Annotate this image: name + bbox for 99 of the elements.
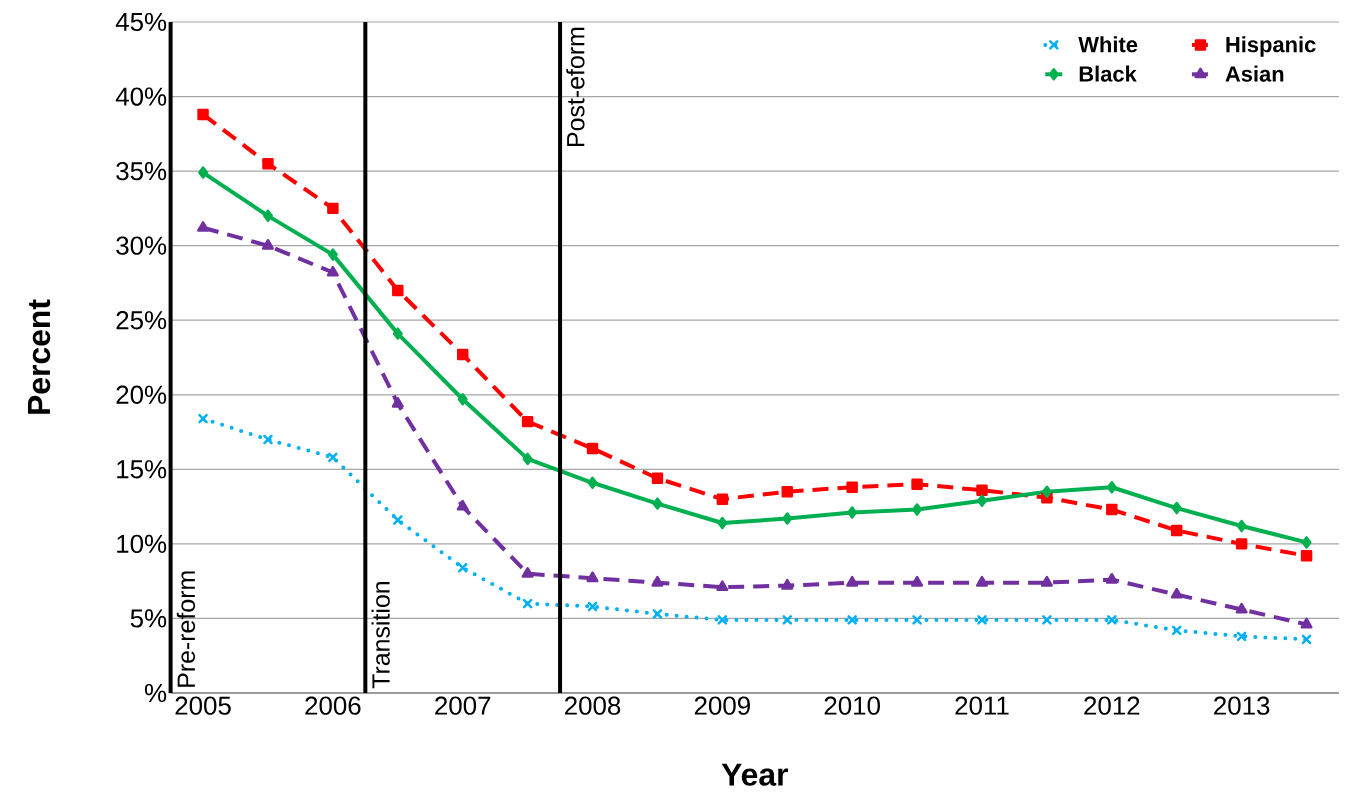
point: [782, 512, 793, 525]
x-tick-label: 2007: [435, 696, 491, 715]
y-tick-label: 5%: [130, 609, 167, 628]
legend-label: Black: [1079, 65, 1137, 82]
y-tick-label: 25%: [116, 311, 167, 330]
point: [261, 238, 274, 250]
point: [197, 221, 210, 232]
x-tick-label: 2010: [824, 696, 880, 715]
point: [652, 497, 663, 510]
point: [1301, 536, 1312, 549]
y-tick-label: 30%: [116, 236, 167, 255]
point: [263, 434, 273, 445]
point: [327, 202, 339, 215]
annotation: Transition: [371, 582, 390, 689]
point: [1236, 631, 1247, 642]
point: [1170, 587, 1183, 599]
x-axis-title: Year: [721, 763, 788, 786]
x-tick-label: 2013: [1214, 696, 1270, 715]
point: [198, 413, 208, 424]
point: [1300, 617, 1313, 629]
point: [392, 284, 404, 297]
point: [846, 481, 858, 493]
point: [1171, 625, 1182, 636]
point: [197, 108, 209, 121]
point: [262, 157, 274, 170]
point: [327, 248, 338, 261]
point: [328, 452, 338, 463]
point: [1107, 615, 1117, 625]
point: [587, 476, 598, 489]
point: [846, 575, 859, 587]
x-tick-label: 2006: [305, 696, 361, 715]
point: [1235, 538, 1248, 550]
x-tick-label: 2012: [1084, 696, 1140, 715]
point: [781, 578, 794, 590]
point: [847, 506, 858, 519]
legend-label: Asian: [1225, 65, 1284, 82]
point: [1236, 519, 1247, 533]
point: [717, 615, 728, 625]
point: [651, 575, 664, 587]
point: [652, 609, 663, 619]
x-tick-label: 2011: [955, 696, 1009, 715]
point: [847, 615, 857, 625]
point: [911, 478, 923, 490]
point: [262, 209, 273, 223]
point: [911, 575, 924, 587]
point: [326, 265, 339, 277]
point: [1106, 503, 1118, 516]
y-tick-label: 20%: [116, 385, 167, 404]
point: [781, 485, 793, 498]
point: [1170, 524, 1183, 537]
point: [198, 166, 209, 179]
point: [1105, 572, 1118, 584]
x-tick-label: 2009: [694, 696, 750, 715]
point: [587, 601, 598, 612]
point: [975, 575, 988, 587]
point: [1042, 615, 1052, 625]
point: [392, 327, 403, 340]
point: [717, 516, 728, 530]
legend-label: White: [1078, 36, 1138, 53]
y-axis-title: Percent: [28, 299, 51, 414]
y-tick-label: 40%: [115, 87, 167, 106]
point: [457, 393, 468, 406]
point: [393, 515, 403, 525]
point: [1106, 481, 1117, 494]
point: [716, 493, 729, 505]
point: [522, 598, 533, 609]
point: [1235, 602, 1248, 614]
point: [651, 472, 664, 485]
point: [586, 571, 599, 583]
point: [1171, 501, 1182, 515]
point: [977, 615, 987, 625]
x-tick-label: 2005: [175, 696, 231, 715]
point: [457, 562, 468, 573]
y-tick-label: 35%: [116, 161, 167, 181]
point: [1041, 485, 1052, 498]
annotation: Pre-reform: [176, 571, 196, 687]
x-tick-label: 2008: [565, 696, 621, 715]
point: [976, 484, 988, 496]
point: [521, 415, 534, 428]
point: [912, 615, 922, 625]
point: [586, 442, 599, 455]
y-tick-label: 15%: [117, 460, 167, 479]
point: [522, 452, 533, 466]
point: [1040, 575, 1053, 587]
point: [1300, 550, 1313, 562]
point: [977, 494, 987, 507]
point: [456, 499, 469, 511]
y-tick-label: %: [144, 683, 167, 703]
y-tick-label: 10%: [117, 534, 167, 554]
legend-label: Hispanic: [1226, 36, 1316, 57]
point: [1301, 634, 1312, 645]
point: [456, 348, 469, 361]
annotation: Post-eform: [566, 27, 585, 146]
point: [521, 566, 534, 578]
y-tick-label: 45%: [115, 12, 167, 32]
point: [912, 503, 923, 516]
point: [782, 615, 793, 625]
point: [391, 396, 404, 408]
point: [716, 580, 729, 592]
